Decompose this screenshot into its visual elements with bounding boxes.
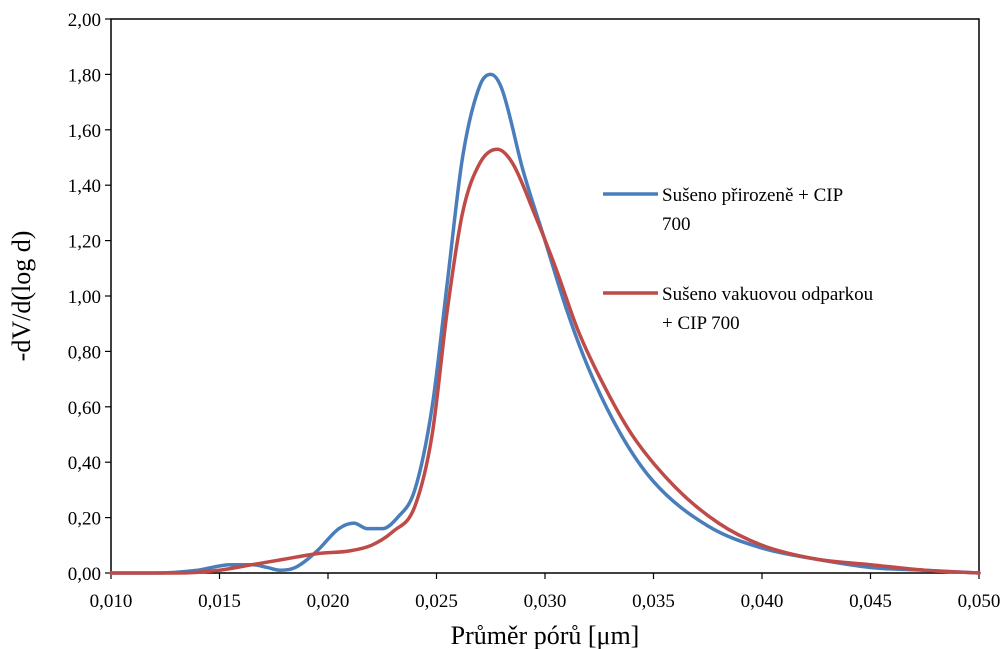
y-tick-label: 1,60 [68,121,101,142]
x-tick-label: 0,030 [524,591,567,612]
x-tick-label: 0,035 [632,591,675,612]
y-tick-label: 0,80 [68,342,101,363]
y-tick-label: 1,20 [68,232,101,253]
legend: Sušeno přirozeně + CIP 700 Sušeno vakuovou… [603,185,874,334]
x-tick-label: 0,015 [198,591,241,612]
x-tick-label: 0,020 [307,591,350,612]
y-tick-label: 0,20 [68,509,101,530]
x-tick-label: 0,025 [415,591,458,612]
legend-label-2: Sušeno vakuovou odparkou [662,284,874,305]
x-axis-ticks: 0,010 0,015 0,020 0,025 0,030 0,035 0,040 0,045… [90,573,1001,612]
y-axis-title: -dV/d(log d) [7,231,36,362]
x-axis-title: Průměr pórů [μm] [451,621,640,649]
y-tick-label: 2,00 [68,10,101,31]
y-tick-label: 0,00 [68,564,101,585]
series-line-2 [109,147,981,575]
x-tick-label: 0,010 [90,591,133,612]
legend-label-1: Sušeno přirozeně + CIP [662,185,843,206]
y-tick-label: 1,80 [68,65,101,86]
x-tick-label: 0,050 [958,591,1001,612]
series-lines [109,72,981,575]
y-tick-label: 0,40 [68,453,101,474]
legend-label-1: 700 [662,214,691,235]
y-axis-ticks: 0,00 0,20 0,40 0,60 0,80 1,00 1,20 1,40 1,60 1,80… [68,10,111,585]
y-tick-label: 0,60 [68,398,101,419]
y-tick-label: 1,40 [68,176,101,197]
series-line-1 [109,72,981,575]
x-tick-label: 0,040 [741,591,784,612]
x-tick-label: 0,045 [849,591,892,612]
legend-label-2: + CIP 700 [662,313,740,334]
y-tick-label: 1,00 [68,287,101,308]
